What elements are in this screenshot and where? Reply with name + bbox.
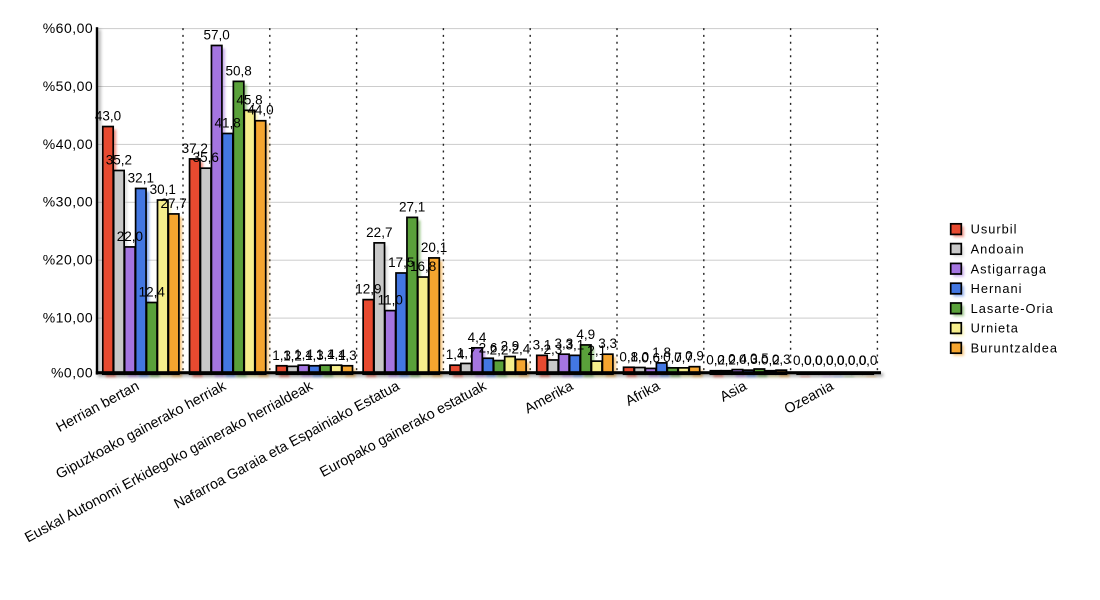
svg-text:0,6: 0,6 bbox=[641, 350, 660, 365]
svg-text:0,2: 0,2 bbox=[706, 353, 725, 368]
svg-text:22,7: 22,7 bbox=[366, 225, 392, 240]
svg-text:1,2: 1,2 bbox=[283, 348, 302, 363]
svg-text:0,0: 0,0 bbox=[848, 353, 867, 368]
svg-text:35,2: 35,2 bbox=[106, 152, 132, 167]
svg-text:2,1: 2,1 bbox=[587, 343, 606, 358]
svg-text:Urnieta: Urnieta bbox=[971, 321, 1019, 336]
svg-text:0,0: 0,0 bbox=[815, 353, 834, 368]
svg-text:1,0: 1,0 bbox=[630, 350, 649, 365]
svg-text:2,2: 2,2 bbox=[490, 343, 509, 358]
svg-text:1,7: 1,7 bbox=[457, 345, 476, 360]
svg-text:Buruntzaldea: Buruntzaldea bbox=[971, 341, 1058, 356]
svg-text:%0,00: %0,00 bbox=[51, 364, 93, 380]
svg-text:0,2: 0,2 bbox=[761, 353, 780, 368]
svg-text:35,6: 35,6 bbox=[193, 150, 219, 165]
svg-text:0,7: 0,7 bbox=[663, 350, 682, 365]
svg-text:0,4: 0,4 bbox=[728, 352, 747, 367]
svg-text:%60,00: %60,00 bbox=[43, 20, 93, 36]
svg-text:0,2: 0,2 bbox=[717, 353, 736, 368]
svg-text:0,0: 0,0 bbox=[804, 353, 823, 368]
svg-text:37,2: 37,2 bbox=[182, 141, 208, 156]
svg-text:12,4: 12,4 bbox=[139, 285, 166, 300]
svg-text:30,1: 30,1 bbox=[150, 182, 176, 197]
svg-text:0,0: 0,0 bbox=[793, 353, 812, 368]
svg-text:57,0: 57,0 bbox=[204, 27, 230, 42]
svg-text:16,8: 16,8 bbox=[410, 259, 436, 274]
svg-text:1,4: 1,4 bbox=[294, 347, 313, 362]
svg-text:2,9: 2,9 bbox=[501, 339, 520, 354]
svg-text:4,4: 4,4 bbox=[468, 330, 487, 345]
svg-text:%10,00: %10,00 bbox=[43, 310, 93, 326]
svg-text:0,0: 0,0 bbox=[837, 353, 856, 368]
svg-text:1,3: 1,3 bbox=[338, 348, 357, 363]
svg-text:43,0: 43,0 bbox=[95, 109, 121, 124]
svg-text:Hernani: Hernani bbox=[971, 281, 1023, 296]
svg-text:0,3: 0,3 bbox=[739, 352, 758, 367]
svg-text:17,5: 17,5 bbox=[388, 255, 414, 270]
svg-text:%20,00: %20,00 bbox=[43, 252, 93, 268]
svg-text:44,0: 44,0 bbox=[247, 103, 273, 118]
svg-text:3,3: 3,3 bbox=[554, 336, 573, 351]
svg-text:22,0: 22,0 bbox=[117, 229, 143, 244]
svg-text:3,1: 3,1 bbox=[533, 337, 552, 352]
svg-text:0,0: 0,0 bbox=[859, 353, 878, 368]
svg-text:41,8: 41,8 bbox=[214, 115, 240, 130]
svg-text:Usurbil: Usurbil bbox=[971, 222, 1018, 237]
svg-text:1,4: 1,4 bbox=[446, 347, 465, 362]
svg-text:%40,00: %40,00 bbox=[43, 136, 93, 152]
svg-text:27,1: 27,1 bbox=[399, 199, 425, 214]
svg-text:0,8: 0,8 bbox=[619, 349, 638, 364]
svg-text:32,1: 32,1 bbox=[128, 170, 154, 185]
svg-text:0,7: 0,7 bbox=[674, 350, 693, 365]
svg-text:11,0: 11,0 bbox=[378, 293, 403, 308]
svg-text:1,3: 1,3 bbox=[305, 348, 324, 363]
svg-text:27,7: 27,7 bbox=[161, 196, 187, 211]
svg-text:0,3: 0,3 bbox=[772, 352, 791, 367]
svg-text:2,3: 2,3 bbox=[544, 342, 563, 357]
svg-text:Andoain: Andoain bbox=[971, 242, 1025, 257]
svg-text:4,9: 4,9 bbox=[576, 327, 595, 342]
svg-text:Lasarte-Oria: Lasarte-Oria bbox=[971, 301, 1054, 316]
svg-text:3,1: 3,1 bbox=[565, 337, 584, 352]
svg-text:2,6: 2,6 bbox=[479, 340, 498, 355]
svg-text:0,5: 0,5 bbox=[750, 351, 769, 366]
svg-text:0,0: 0,0 bbox=[826, 353, 845, 368]
svg-text:2,4: 2,4 bbox=[511, 341, 530, 356]
svg-text:1,4: 1,4 bbox=[327, 347, 346, 362]
svg-text:0,9: 0,9 bbox=[685, 349, 704, 364]
svg-text:%30,00: %30,00 bbox=[43, 194, 93, 210]
svg-text:%50,00: %50,00 bbox=[43, 78, 93, 94]
svg-text:1,8: 1,8 bbox=[652, 345, 671, 360]
svg-text:20,1: 20,1 bbox=[421, 240, 447, 255]
svg-text:12,9: 12,9 bbox=[355, 282, 381, 297]
svg-text:45,8: 45,8 bbox=[236, 92, 262, 107]
svg-text:1,4: 1,4 bbox=[316, 347, 335, 362]
svg-text:3,3: 3,3 bbox=[598, 336, 617, 351]
svg-text:Astigarraga: Astigarraga bbox=[971, 261, 1047, 276]
svg-text:1,3: 1,3 bbox=[272, 348, 291, 363]
svg-text:50,8: 50,8 bbox=[225, 63, 251, 78]
